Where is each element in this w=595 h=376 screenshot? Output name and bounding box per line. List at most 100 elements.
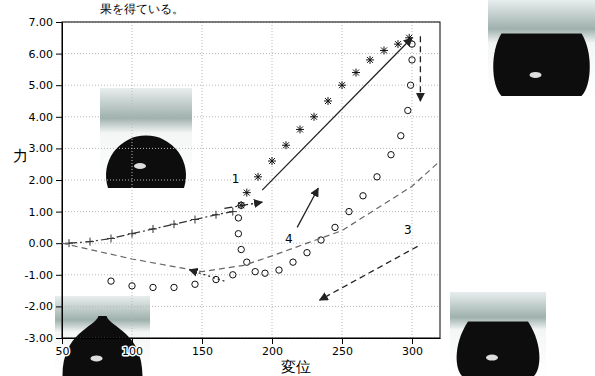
- droplet-photo: [450, 292, 546, 376]
- y-axis-title: 力: [13, 147, 28, 165]
- data-point: [107, 234, 115, 242]
- x-tick-label: 250: [332, 345, 353, 358]
- y-tick: -1.00: [25, 269, 62, 282]
- grid-line: [62, 274, 440, 275]
- series: [65, 208, 237, 248]
- data-point: [276, 267, 282, 273]
- y-tick: 7.00: [29, 16, 63, 29]
- y-axis-line: [62, 23, 63, 339]
- arrow: [189, 270, 224, 281]
- y-tick: 4.00: [29, 111, 63, 124]
- data-point: [191, 216, 199, 224]
- x-tick: 300: [402, 338, 423, 358]
- x-tick-mark: [62, 338, 63, 344]
- data-point: [405, 107, 411, 113]
- droplet-highlight: [134, 163, 146, 169]
- x-axis-title: 変位: [281, 358, 311, 376]
- series-line: [62, 161, 440, 272]
- data-marks: [62, 34, 440, 291]
- data-point: [374, 174, 380, 180]
- data-point: [409, 41, 415, 47]
- data-point: [229, 208, 237, 216]
- y-tick-mark: [56, 306, 62, 307]
- grid-line: [62, 116, 440, 117]
- x-tick-label: 50: [56, 345, 70, 358]
- series: [62, 161, 440, 272]
- annotation: 1: [232, 172, 240, 186]
- x-tick-label: 150: [192, 345, 213, 358]
- arrow: [420, 36, 421, 101]
- grid-line: [62, 180, 440, 181]
- data-point: [252, 268, 258, 274]
- y-tick: 2.00: [29, 174, 63, 187]
- x-tick: 250: [332, 338, 353, 358]
- y-tick-label: -3.00: [25, 332, 53, 345]
- y-tick-label: 2.00: [29, 174, 54, 187]
- grid-line: [62, 148, 440, 149]
- data-point: [192, 281, 198, 287]
- data-point: [296, 125, 304, 133]
- y-tick-mark: [56, 148, 62, 149]
- data-point: [318, 237, 324, 243]
- droplet-photo: [55, 296, 150, 376]
- data-point: [338, 81, 346, 89]
- droplet-highlight: [91, 355, 103, 361]
- data-point: [268, 157, 276, 165]
- x-tick: 50: [56, 338, 70, 358]
- grid-line: [62, 243, 440, 244]
- droplet-photo: [488, 0, 595, 96]
- data-point: [310, 113, 318, 121]
- data-point: [212, 211, 220, 219]
- grid-line: [62, 211, 440, 212]
- y-tick: 6.00: [29, 48, 63, 61]
- data-point: [409, 57, 415, 63]
- x-tick-mark: [342, 338, 343, 344]
- x-tick-mark: [412, 338, 413, 344]
- data-point: [304, 249, 310, 255]
- droplet: [457, 321, 540, 376]
- droplet: [63, 316, 143, 376]
- grid-line: [202, 22, 203, 338]
- arrow: [262, 38, 412, 190]
- y-tick-mark: [56, 243, 62, 244]
- data-point: [394, 40, 402, 48]
- y-tick-label: 7.00: [29, 16, 54, 29]
- data-point: [380, 46, 388, 54]
- data-point: [366, 56, 374, 64]
- x-tick: 150: [192, 338, 213, 358]
- data-point: [238, 246, 244, 252]
- y-tick-label: 4.00: [29, 111, 54, 124]
- arrows: [189, 36, 420, 300]
- y-tick-mark: [56, 85, 62, 86]
- grid-line: [62, 306, 440, 307]
- series: [237, 34, 413, 209]
- photos: [55, 0, 595, 376]
- plot-frame: [62, 22, 440, 338]
- data-point: [108, 278, 114, 284]
- data-point: [398, 133, 404, 139]
- plot-area: 50100150200250300-3.00-2.00-1.000.001.00…: [25, 16, 441, 358]
- data-point: [128, 230, 136, 238]
- data-point: [388, 152, 394, 158]
- annotations: 134: [232, 172, 412, 246]
- y-axis: -3.00-2.00-1.000.001.002.003.004.005.006…: [25, 16, 63, 345]
- data-point: [235, 231, 241, 237]
- droplet-highlight: [486, 355, 498, 361]
- annotation: 4: [285, 232, 293, 246]
- series: [235, 41, 415, 276]
- data-point: [262, 270, 268, 276]
- data-point: [324, 97, 332, 105]
- data-point: [170, 220, 178, 228]
- data-point: [282, 141, 290, 149]
- data-point: [149, 225, 157, 233]
- data-point: [235, 215, 241, 221]
- data-point: [243, 189, 251, 197]
- data-point: [352, 69, 360, 77]
- x-tick-mark: [202, 338, 203, 344]
- x-tick-label: 200: [262, 345, 283, 358]
- y-tick-mark: [56, 338, 62, 339]
- data-point: [244, 259, 250, 265]
- y-tick: 0.00: [29, 237, 63, 250]
- x-axis: 50100150200250300: [56, 338, 441, 358]
- data-point: [129, 283, 135, 289]
